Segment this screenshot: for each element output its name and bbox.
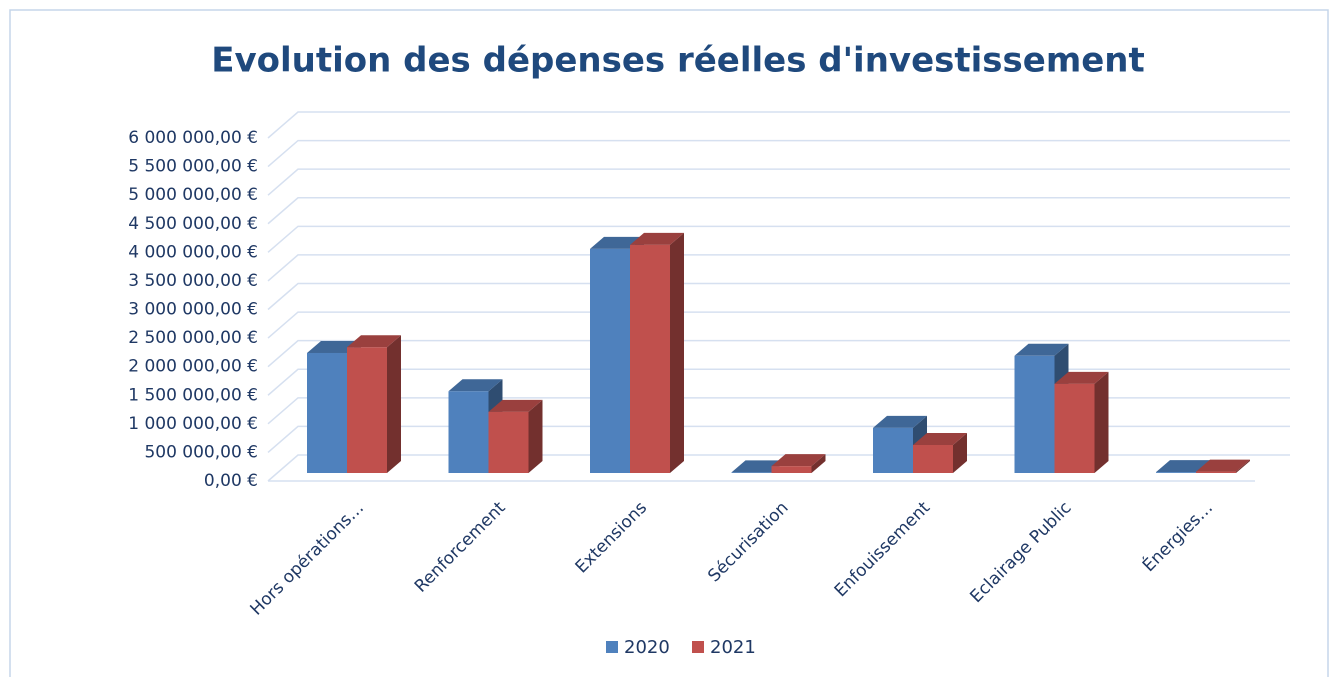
bar-front xyxy=(731,472,772,473)
bar-top xyxy=(771,454,826,467)
grid-line xyxy=(267,139,1290,168)
grid-line xyxy=(267,311,1290,339)
grid-line xyxy=(267,111,1290,139)
y-tick-label: 1 500 000,00 € xyxy=(128,385,258,405)
y-tick-label: 3 500 000,00 € xyxy=(128,271,258,291)
bar xyxy=(630,232,684,473)
chart-title: Evolution des dépenses réelles d'investi… xyxy=(211,41,1145,81)
bar-front xyxy=(488,411,529,473)
bar-front xyxy=(347,347,387,473)
y-tick-label: 6 000 000,00 € xyxy=(128,128,258,148)
bar-front xyxy=(1054,383,1095,473)
bar-side xyxy=(670,232,684,473)
x-tick-label: Hors opérations… xyxy=(247,498,369,620)
bar-front xyxy=(913,444,953,473)
bar-top xyxy=(1156,460,1210,473)
y-tick-label: 1 000 000,00 € xyxy=(128,414,258,434)
bar-side xyxy=(1094,371,1109,473)
bar xyxy=(771,454,826,473)
x-tick-label: Renforcement xyxy=(411,498,510,597)
bar-front xyxy=(448,391,489,473)
bar-front xyxy=(1014,355,1055,473)
bar-top xyxy=(1014,343,1069,356)
grid-line xyxy=(267,339,1290,368)
bar-front xyxy=(630,244,670,473)
grid-line xyxy=(267,197,1290,225)
legend-swatch xyxy=(606,641,618,653)
bar-top xyxy=(630,232,684,245)
bar xyxy=(488,399,543,473)
grid-line xyxy=(267,254,1290,282)
y-tick-label: 4 000 000,00 € xyxy=(128,242,258,262)
chart-frame xyxy=(9,9,1329,677)
bar xyxy=(1196,459,1250,473)
bar-side xyxy=(528,399,543,473)
legend-swatch xyxy=(692,641,704,653)
bar xyxy=(347,335,401,473)
grid-line xyxy=(267,397,1290,425)
bar xyxy=(873,415,927,473)
y-tick-label: 3 000 000,00 € xyxy=(128,300,258,320)
bar-side xyxy=(811,454,826,473)
bar-front xyxy=(1196,471,1236,473)
bar-front xyxy=(873,427,913,473)
bar-side xyxy=(953,432,967,473)
legend-label: 2021 xyxy=(710,637,756,658)
x-tick-label: Enfouissement xyxy=(831,498,934,601)
y-tick-label: 4 500 000,00 € xyxy=(128,214,258,234)
bar-top xyxy=(1196,459,1250,472)
grid-line xyxy=(267,225,1290,253)
bar-top xyxy=(1054,371,1109,384)
bar xyxy=(1054,371,1109,473)
y-tick-label: 2 000 000,00 € xyxy=(128,357,258,377)
bar xyxy=(913,432,967,473)
grid-line xyxy=(267,282,1290,311)
bar-side xyxy=(1236,459,1250,473)
bar-side xyxy=(387,335,401,473)
legend-label: 2020 xyxy=(624,637,670,658)
bar-front xyxy=(307,352,347,473)
x-tick-label: Eclairage Public xyxy=(966,498,1075,607)
bar xyxy=(1014,343,1069,473)
x-tick-label: Énergies… xyxy=(1138,497,1218,577)
y-tick-label: 5 500 000,00 € xyxy=(128,157,258,177)
x-tick-label: Sécurisation xyxy=(704,498,792,586)
x-tick-label: Extensions xyxy=(572,498,652,578)
bar-top xyxy=(913,432,967,445)
grid-line xyxy=(267,168,1290,196)
y-tick-label: 0,00 € xyxy=(204,471,258,491)
bar-top xyxy=(488,399,543,412)
grid-line xyxy=(267,425,1290,453)
bar-top xyxy=(347,335,401,348)
bar-top xyxy=(873,415,927,428)
bar-front xyxy=(590,248,630,473)
y-tick-label: 2 500 000,00 € xyxy=(128,328,258,348)
bar-front xyxy=(1156,472,1196,473)
grid-line xyxy=(267,368,1290,396)
bar-front xyxy=(771,466,812,473)
bar-top xyxy=(448,379,503,392)
y-tick-label: 500 000,00 € xyxy=(144,442,258,462)
y-tick-label: 5 000 000,00 € xyxy=(128,185,258,205)
